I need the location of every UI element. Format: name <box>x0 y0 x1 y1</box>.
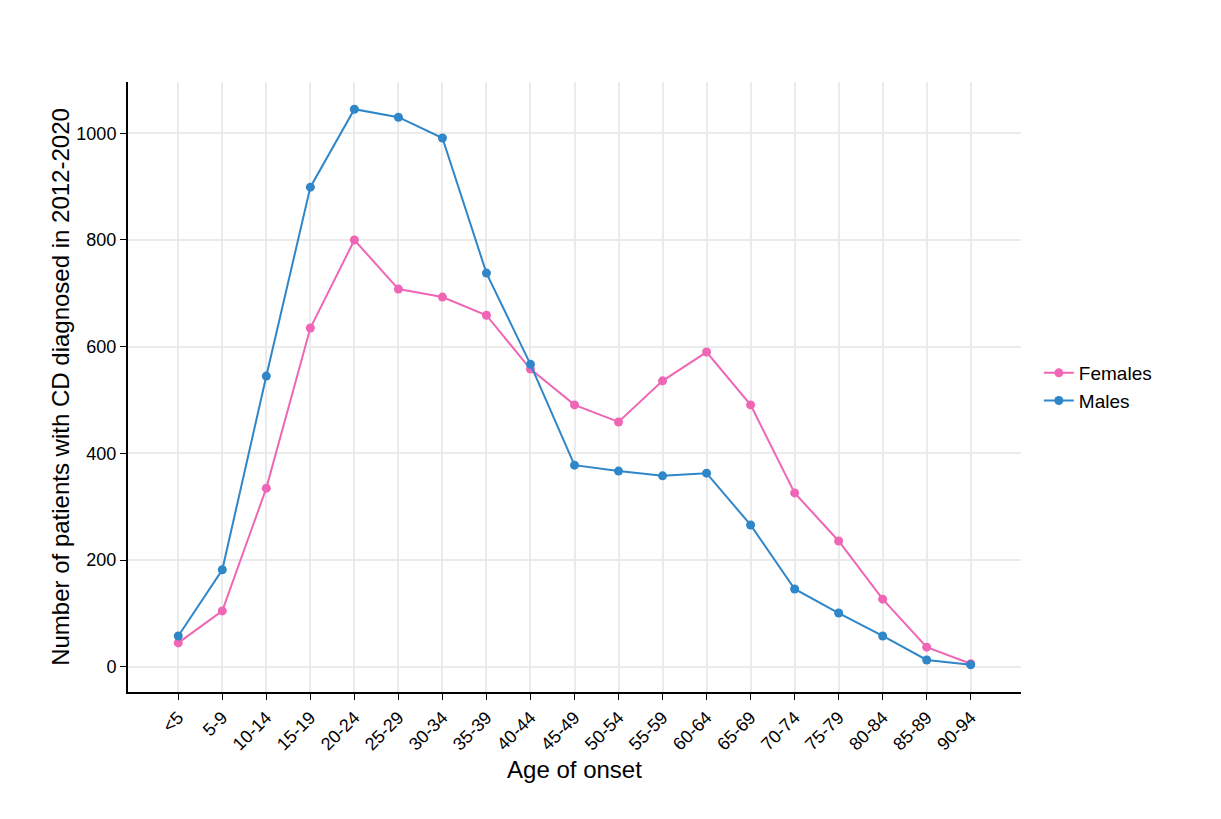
svg-text:10-14: 10-14 <box>229 708 276 755</box>
svg-text:Females: Females <box>1079 363 1152 384</box>
svg-text:45-49: 45-49 <box>537 708 584 755</box>
svg-text:20-24: 20-24 <box>317 708 364 755</box>
svg-text:80-84: 80-84 <box>845 708 892 755</box>
svg-text:0: 0 <box>106 657 116 677</box>
svg-text:800: 800 <box>86 230 116 250</box>
svg-text:200: 200 <box>86 550 116 570</box>
svg-text:90-94: 90-94 <box>933 708 980 755</box>
svg-text:75-79: 75-79 <box>801 708 848 755</box>
svg-text:<5: <5 <box>159 708 188 737</box>
svg-text:50-54: 50-54 <box>581 708 628 755</box>
svg-text:55-59: 55-59 <box>625 708 672 755</box>
svg-text:60-64: 60-64 <box>669 708 716 755</box>
svg-text:5-9: 5-9 <box>199 708 232 741</box>
svg-text:85-89: 85-89 <box>889 708 936 755</box>
svg-text:25-29: 25-29 <box>361 708 408 755</box>
svg-text:15-19: 15-19 <box>273 708 320 755</box>
svg-text:35-39: 35-39 <box>449 708 496 755</box>
svg-text:30-34: 30-34 <box>405 708 452 755</box>
svg-text:1000: 1000 <box>76 124 116 144</box>
svg-text:40-44: 40-44 <box>493 708 540 755</box>
svg-text:400: 400 <box>86 444 116 464</box>
svg-text:600: 600 <box>86 337 116 357</box>
svg-text:65-69: 65-69 <box>713 708 760 755</box>
svg-text:Number of patients with CD dia: Number of patients with CD diagnosed in … <box>47 108 74 666</box>
svg-text:Males: Males <box>1079 391 1130 412</box>
svg-text:Age of onset: Age of onset <box>507 756 642 783</box>
svg-text:70-74: 70-74 <box>757 708 804 755</box>
